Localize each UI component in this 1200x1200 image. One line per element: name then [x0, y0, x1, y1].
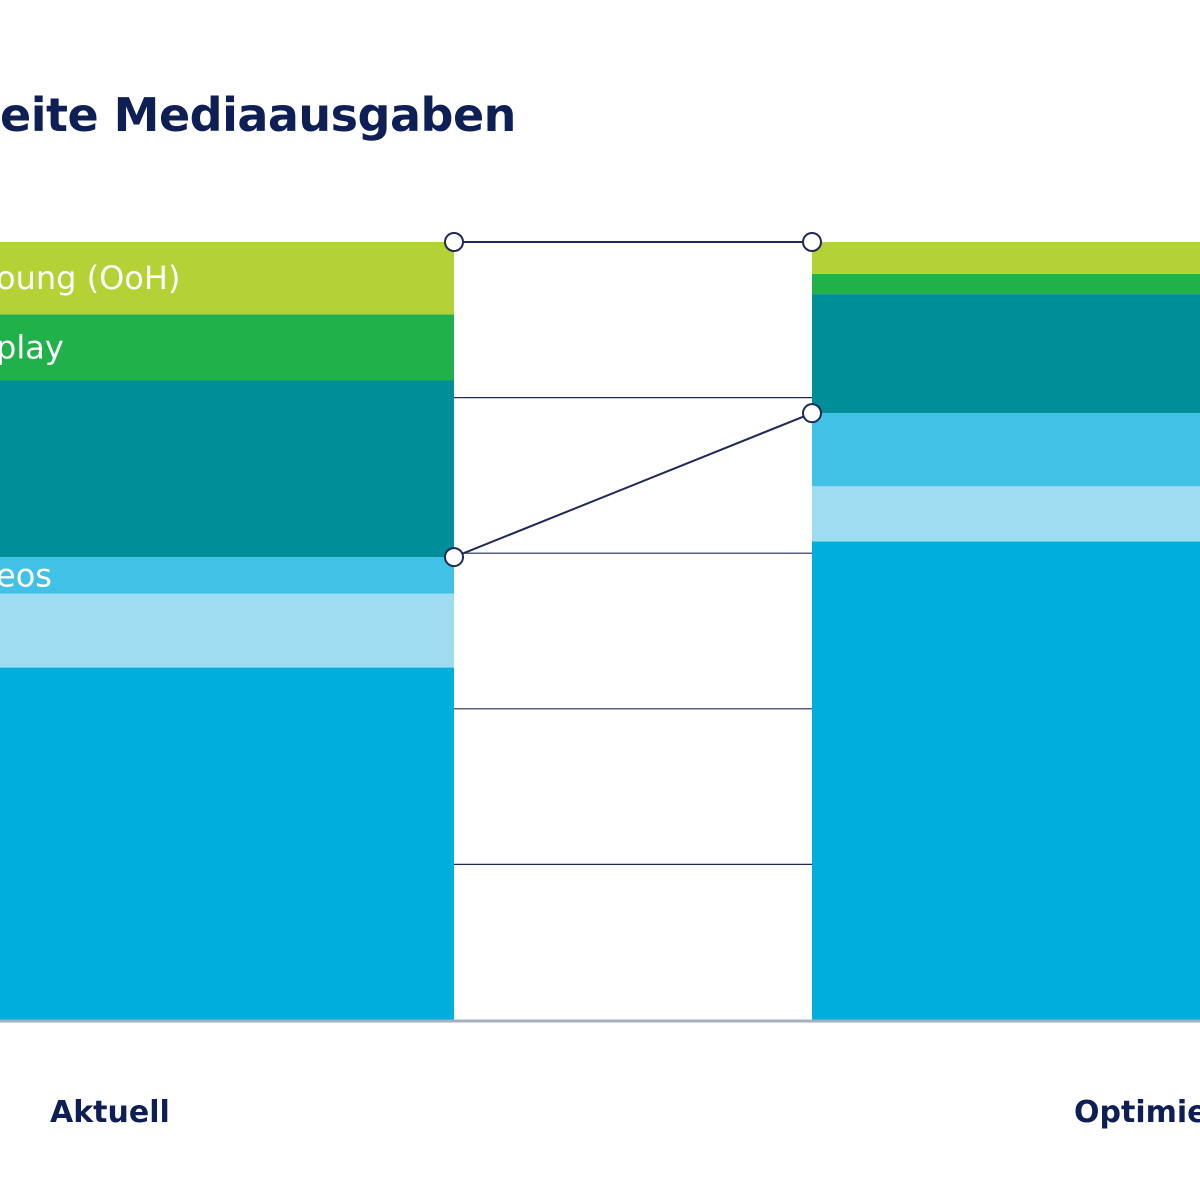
segment-label-display: play — [0, 328, 64, 366]
connector-marker-3 — [802, 403, 822, 424]
bar-segment-light_blue-1 — [812, 486, 1200, 542]
segment-labels: eos play oung (OoH) — [0, 259, 180, 594]
bar-segment-blue-1 — [812, 541, 1200, 1020]
bar-segment-online_videos-0 — [0, 557, 454, 594]
connector-marker-2 — [444, 547, 464, 568]
category-label-optimiert: Optimie — [1074, 1095, 1200, 1130]
connector-marker-0 — [444, 232, 464, 252]
gridlines — [454, 241, 812, 866]
bar-segment-online_videos-1 — [812, 413, 1200, 487]
segment-label-ooh: oung (OoH) — [0, 259, 180, 297]
connector-marker-1 — [802, 232, 822, 252]
bars — [0, 242, 1200, 1020]
bar-segment-teal-0 — [0, 380, 454, 558]
bar-segment-display-0 — [0, 314, 454, 381]
bar-segment-ooh-1 — [812, 242, 1200, 274]
bar-segment-display-1 — [812, 273, 1200, 295]
segment-label-online_videos: eos — [0, 556, 52, 594]
connectors — [444, 232, 822, 568]
bar-segment-light_blue-0 — [0, 593, 454, 668]
bar-segment-teal-1 — [812, 294, 1200, 414]
category-label-aktuell: Aktuell — [50, 1095, 170, 1130]
bar-segment-ooh-0 — [0, 242, 454, 315]
chart-title: eite Mediaausgaben — [0, 88, 516, 142]
connector-slope — [453, 412, 813, 559]
bar-segment-blue-0 — [0, 667, 454, 1020]
